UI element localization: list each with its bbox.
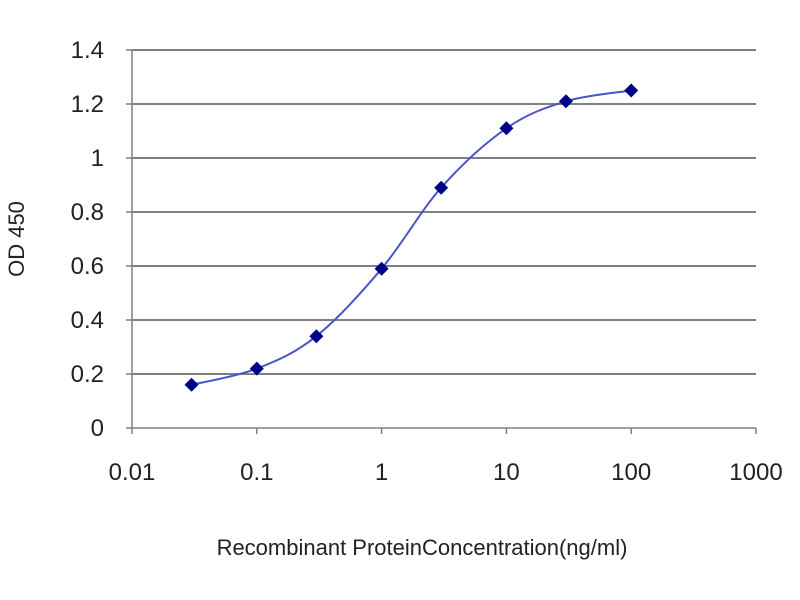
data-point-2 — [309, 329, 324, 344]
x-tick-label-0: 0.01 — [109, 459, 156, 486]
data-point-1 — [249, 361, 264, 376]
data-point-5 — [499, 121, 514, 136]
data-markers — [184, 83, 639, 392]
x-tick-label-2: 1 — [375, 459, 388, 486]
plot-background — [132, 50, 756, 428]
data-point-6 — [558, 94, 573, 109]
x-tick-label-1: 0.1 — [240, 459, 273, 486]
y-tick-label-4: 0.8 — [71, 199, 104, 226]
x-tick-label-3: 10 — [493, 459, 520, 486]
x-tick-label-5: 1000 — [729, 459, 782, 486]
x-tick-label-4: 100 — [611, 459, 651, 486]
y-tick-label-3: 0.6 — [71, 253, 104, 280]
x-axis-title: Recombinant ProteinConcentration(ng/ml) — [217, 535, 628, 560]
y-tick-label-7: 1.4 — [71, 37, 104, 64]
series-line — [191, 89, 632, 386]
y-tick-labels: 0 0.2 0.4 0.6 0.8 1 1.2 1.4 — [71, 37, 104, 442]
x-tick-labels: 0.01 0.1 1 10 100 1000 — [109, 459, 783, 486]
y-tick-label-0: 0 — [91, 415, 104, 442]
y-tick-label-5: 1 — [91, 145, 104, 172]
y-tick-label-2: 0.4 — [71, 307, 104, 334]
axes — [126, 49, 757, 434]
gridlines — [132, 49, 756, 375]
series-line-group — [191, 89, 632, 386]
data-point-7 — [624, 83, 639, 98]
y-axis-title: OD 450 — [4, 201, 29, 277]
plot-area — [132, 50, 756, 428]
data-point-4 — [434, 180, 449, 195]
data-point-0 — [184, 377, 199, 392]
y-tick-label-1: 0.2 — [71, 361, 104, 388]
data-point-3 — [374, 261, 389, 276]
y-tick-label-6: 1.2 — [71, 91, 104, 118]
